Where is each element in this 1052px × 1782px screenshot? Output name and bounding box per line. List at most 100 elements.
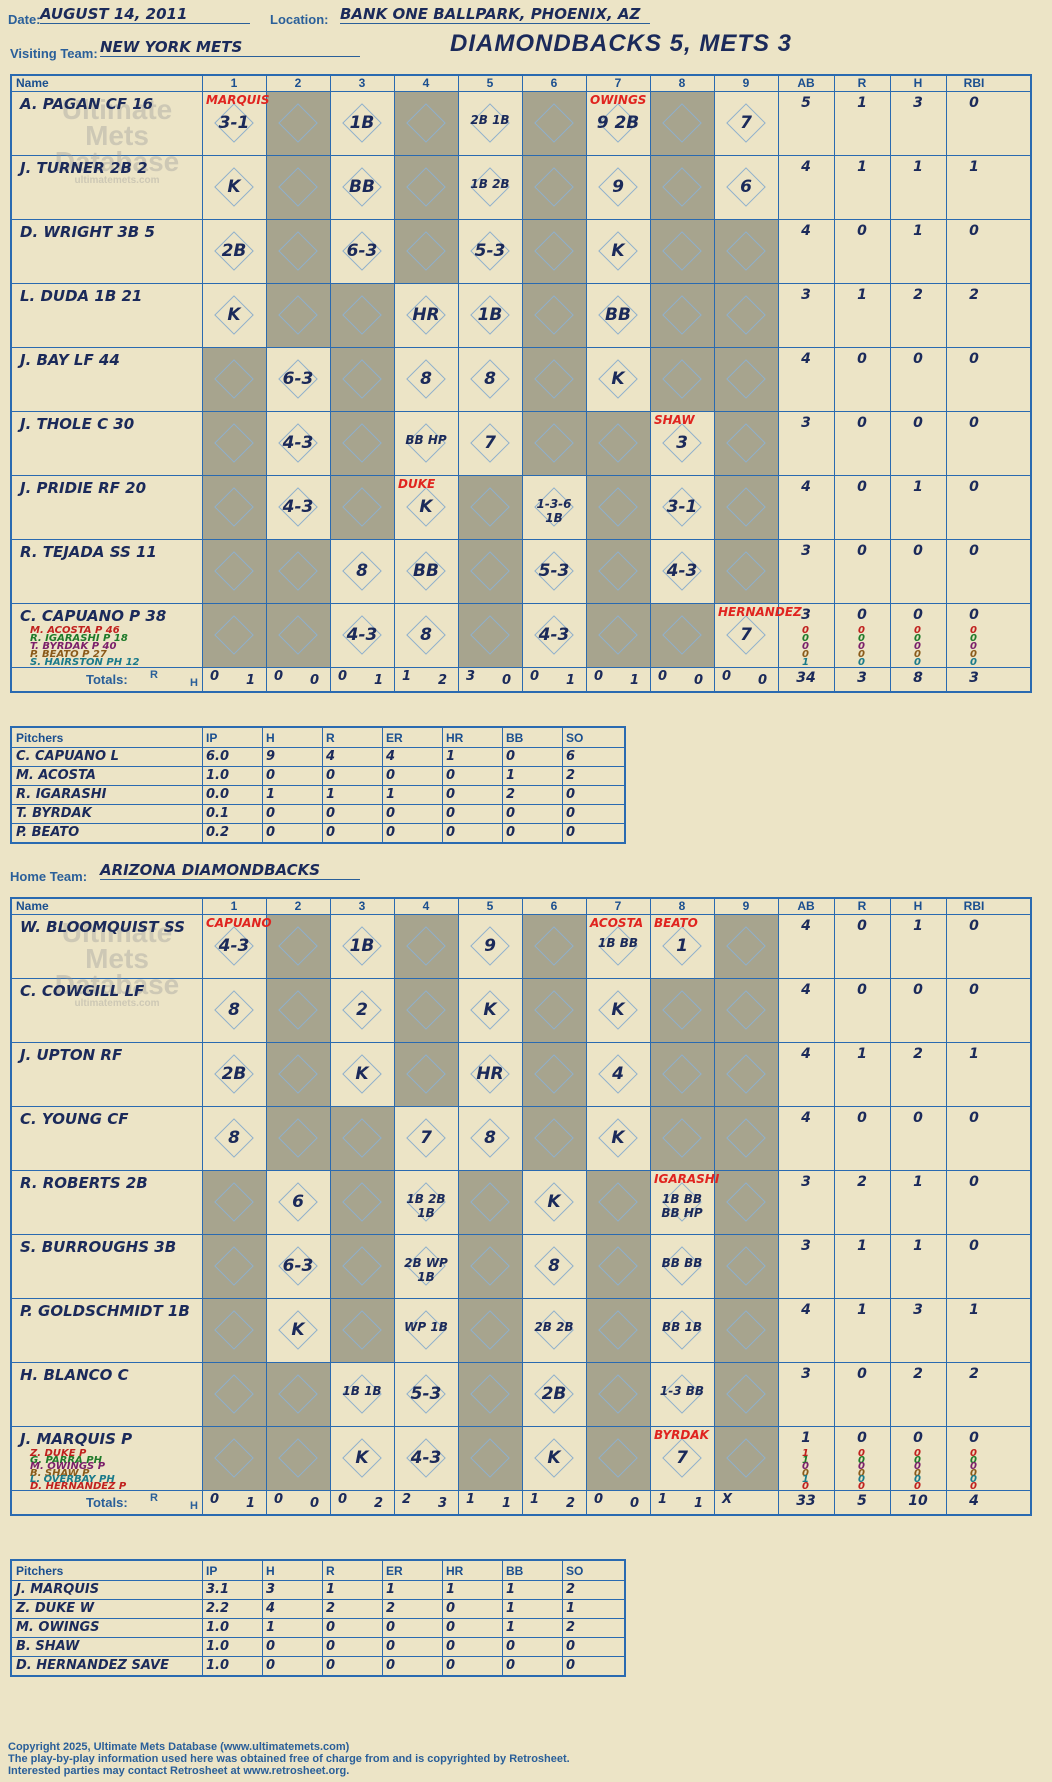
totals-label: Totals: [86, 672, 128, 687]
pitcher-stat: 0.1 [206, 806, 230, 821]
play-result: K [227, 177, 241, 197]
inning-runs: 0 [594, 669, 604, 684]
retrosheet-line: The play-by-play information used here w… [8, 1753, 570, 1765]
play-result: 8 [484, 369, 496, 389]
empty-cell [202, 603, 266, 667]
empty-cell [394, 914, 458, 978]
grid-line [586, 899, 587, 1514]
pitching-header: BB [506, 731, 524, 745]
play-result: 9 [484, 936, 496, 956]
empty-cell [202, 1426, 266, 1490]
column-header: 7 [614, 76, 622, 90]
empty-cell [714, 1106, 778, 1170]
visiting-team-name: NEW YORK METS [100, 38, 360, 57]
substitute-ab: 0 [802, 649, 809, 660]
inning-runs: 0 [658, 669, 668, 684]
pitcher-stat: 9 [266, 749, 276, 764]
empty-cell [522, 347, 586, 411]
column-header: RBI [963, 899, 985, 913]
batter-rbi: 0 [969, 543, 979, 559]
batter-name: C. COWGILL LF [20, 982, 145, 1000]
substitute-ab: 0 [802, 1461, 809, 1472]
batter-ab: 3 [801, 1366, 811, 1382]
empty-cell [650, 283, 714, 347]
play-result: 1B [349, 113, 375, 133]
empty-cell [458, 1298, 522, 1362]
batter-r: 0 [857, 1430, 867, 1446]
batter-r: 1 [857, 1046, 867, 1062]
grid-line [778, 899, 779, 1514]
empty-cell [266, 1426, 330, 1490]
grid-line [12, 914, 1030, 915]
inning-runs: 1 [466, 1492, 476, 1507]
pitcher-stat: 0 [386, 806, 396, 821]
team-total-rbi: 3 [969, 670, 979, 686]
inning-hits: 1 [630, 673, 640, 688]
batter-ab: 4 [801, 918, 811, 934]
empty-cell [650, 1042, 714, 1106]
play-result: 4-3 [282, 433, 314, 453]
contact-line: Interested parties may contact Retroshee… [8, 1765, 350, 1777]
play-result: BB 1B [662, 1320, 702, 1334]
pitcher-stat: 0 [566, 806, 576, 821]
substitute-h: 0 [914, 1461, 921, 1472]
watermark-logo: Ultimate Mets Database ultimatemets.com [52, 919, 182, 1010]
empty-cell [714, 978, 778, 1042]
column-header: 8 [678, 899, 686, 913]
substitute-rbi: 0 [970, 625, 977, 636]
play-result: 6-3 [282, 1256, 314, 1276]
substitute-h: 0 [914, 649, 921, 660]
substitute-rbi: 0 [970, 1467, 977, 1479]
grid-line [12, 1580, 624, 1581]
column-header: 4 [422, 76, 430, 90]
empty-cell [586, 1234, 650, 1298]
batter-ab: 4 [801, 982, 811, 998]
empty-cell [522, 978, 586, 1042]
batter-name: J. BAY LF 44 [20, 351, 120, 369]
play-result: 7 [740, 113, 752, 133]
pitcher-stat: 4 [266, 1601, 276, 1616]
pitcher-stat: 3.1 [206, 1582, 230, 1597]
pitcher-stat: 3 [266, 1582, 276, 1597]
pitcher-stat: 1 [506, 1601, 516, 1616]
substitute-name: L. OVERBAY PH [30, 1474, 115, 1485]
pitcher-stat: 1 [506, 1620, 516, 1635]
column-header: 4 [422, 899, 430, 913]
pitcher-stat: 1 [386, 787, 396, 802]
batter-rbi: 0 [969, 95, 979, 111]
substitute-rbi: 0 [970, 1461, 977, 1472]
batter-rbi: 1 [969, 1302, 979, 1318]
substitute-rbi: 0 [970, 633, 977, 644]
grid-line [12, 823, 624, 824]
play-result: BB [413, 561, 439, 581]
empty-cell [458, 1170, 522, 1234]
pitcher-stat: 0 [266, 1658, 276, 1673]
inning-hits: 1 [374, 673, 384, 688]
batter-r: 1 [857, 1238, 867, 1254]
totals-h-label: H [190, 1500, 198, 1512]
batter-h: 0 [913, 415, 923, 431]
empty-cell [266, 978, 330, 1042]
empty-cell [202, 539, 266, 603]
pitcher-stat: 0 [326, 825, 336, 840]
batter-name: J. PRIDIE RF 20 [20, 479, 147, 497]
pitcher-stat: 1 [266, 787, 276, 802]
substitute-name: S. HAIRSTON PH 12 [30, 657, 140, 668]
pitcher-stat: 1.0 [206, 1639, 230, 1654]
batter-name: J. TURNER 2B 2 [20, 159, 148, 177]
play-result: 1B [477, 305, 503, 325]
grid-line [12, 475, 1030, 476]
play-result: 1B BB [598, 936, 638, 950]
pitcher-change-label: SHAW [654, 413, 695, 427]
batter-r: 0 [857, 918, 867, 934]
empty-cell [458, 603, 522, 667]
pitcher-stat: 0 [326, 1620, 336, 1635]
empty-cell [458, 1362, 522, 1426]
watermark-text: Mets [85, 943, 149, 974]
play-result: 4-3 [538, 625, 570, 645]
batter-r: 0 [857, 351, 867, 367]
play-result: 6-3 [346, 241, 378, 261]
batter-h: 2 [913, 1046, 923, 1062]
empty-cell [714, 283, 778, 347]
play-result: 8 [420, 625, 432, 645]
